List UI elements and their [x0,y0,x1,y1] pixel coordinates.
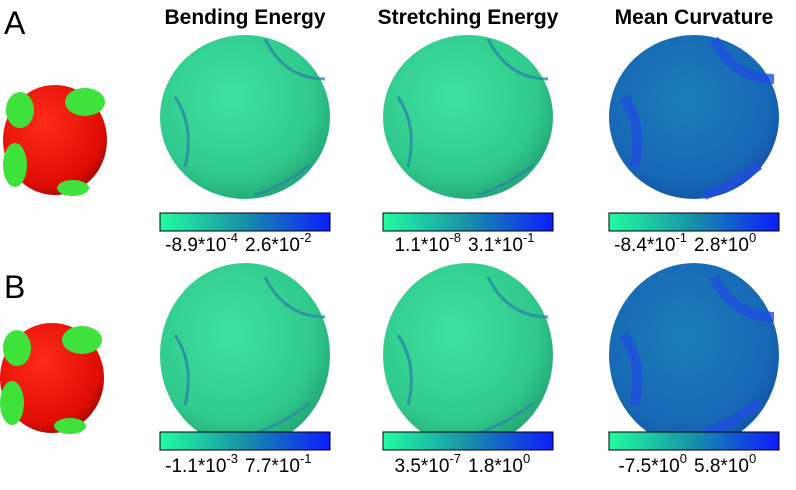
colorbar [382,431,554,451]
column-header: Mean Curvature [615,6,774,29]
domain-patch [0,381,24,425]
colorbar-label: 2.6*10-2 [245,230,312,256]
label-base: -8.4*10 [614,235,675,256]
label-exponent: -2 [300,230,312,245]
colorbar-label: 3.1*10-1 [468,230,535,256]
colorbar-label: 5.8*100 [694,451,756,477]
label-exponent: 0 [680,451,687,466]
domain-boundary [619,332,643,407]
domain-boundary [263,276,326,319]
domain-patch [62,326,102,354]
label-base: -1.1*10 [165,456,226,477]
domain-boundary [702,161,763,200]
domain-boundary [709,274,775,322]
domain-boundary [709,36,775,84]
label-base: 1.1*10 [394,235,449,256]
domain-boundary [702,399,763,438]
label-base: 2.8*10 [694,235,749,256]
label-exponent: -8 [449,230,461,245]
domain-patch [3,330,31,366]
label-base: -7.5*10 [618,456,679,477]
label-exponent: -1 [300,451,312,466]
colorbar [608,212,780,232]
domain-boundary [619,94,643,169]
colorbar-label: -7.5*100 [618,451,687,477]
colorbar [382,212,554,232]
vesicle [609,35,779,199]
colorbar-label: 1.8*100 [468,451,530,477]
label-base: 3.5*10 [394,456,449,477]
colorbar [608,431,780,451]
colorbar-label: 7.7*10-1 [245,451,312,477]
colorbar-label: 2.8*100 [694,230,756,256]
domain-boundary [477,163,534,197]
colorbar [159,212,331,232]
panel-label: B [4,269,25,305]
label-base: 3.1*10 [468,235,523,256]
label-exponent: -3 [226,451,238,466]
label-exponent: -4 [226,230,238,245]
vesicle [160,263,330,447]
label-base: 2.6*10 [245,235,300,256]
label-exponent: -1 [675,230,687,245]
domain-patch [57,180,89,196]
domain-boundary [254,163,311,197]
content: Bending Energy Stretching Energy Mean Curv… [0,5,780,477]
domain-boundary [396,334,413,406]
label-exponent: 0 [523,451,530,466]
colorbar-label: -8.9*10-4 [165,230,238,256]
domain-boundary [254,401,311,435]
column-header: Stretching Energy [378,6,559,29]
domain-patch [65,88,105,116]
domain-patch [3,143,27,187]
label-exponent: 0 [749,451,756,466]
colorbar-label: -8.4*10-1 [614,230,687,256]
colorbar-label: -1.1*10-3 [165,451,238,477]
vesicle [383,263,553,447]
label-exponent: -1 [523,230,535,245]
label-base: 7.7*10 [245,456,300,477]
domain-patch [6,92,34,128]
colorbar [159,431,331,451]
colorbar-label: 1.1*10-8 [394,230,461,256]
label-exponent: 0 [749,230,756,245]
label-base: -8.9*10 [165,235,226,256]
colorbar-label: 3.5*10-7 [394,451,461,477]
domain-boundary [486,38,549,81]
domain-boundary [396,96,413,168]
vesicle [160,35,330,199]
label-base: 1.8*10 [468,456,523,477]
column-header: Bending Energy [164,6,325,29]
domain-boundary [173,96,190,168]
panel-label: A [4,5,26,41]
domain-patch [54,418,86,434]
domain-boundary [477,401,534,435]
domain-boundary [173,334,190,406]
label-base: 5.8*10 [694,456,749,477]
label-exponent: -7 [449,451,461,466]
vesicle [383,35,553,199]
domain-boundary [486,276,549,319]
domain-boundary [263,38,326,81]
